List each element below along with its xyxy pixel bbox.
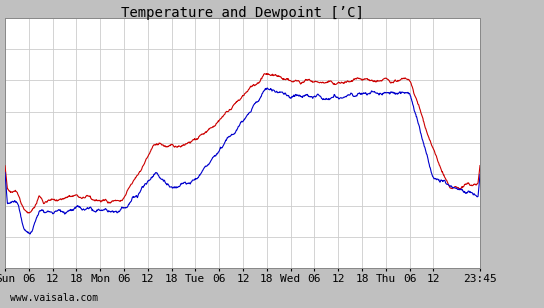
Text: www.vaisala.com: www.vaisala.com [10, 293, 98, 303]
Text: Temperature and Dewpoint [’C]: Temperature and Dewpoint [’C] [121, 6, 364, 20]
